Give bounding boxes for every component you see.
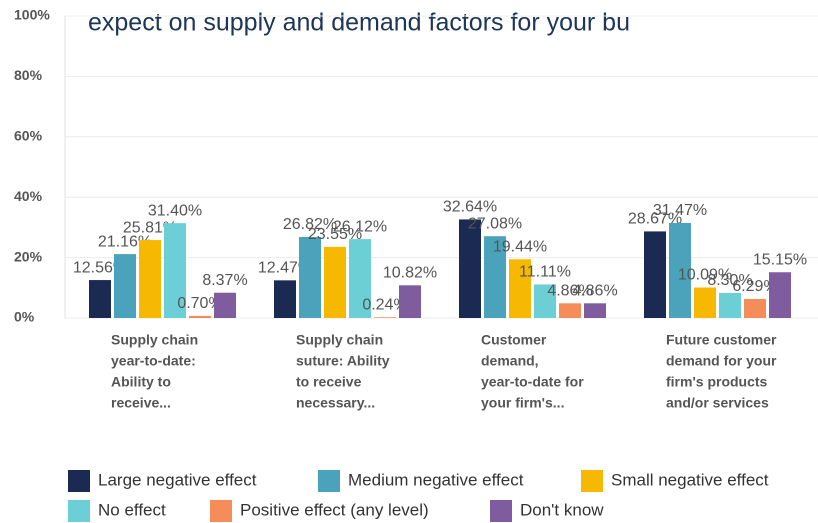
x-tick-label: year-to-date for — [481, 374, 584, 390]
bar — [644, 231, 666, 318]
x-tick-label: Ability to — [111, 374, 171, 390]
y-tick-label: 0% — [14, 309, 35, 325]
bar — [769, 272, 791, 318]
bar — [534, 284, 556, 318]
data-label: 25.81% — [123, 219, 177, 236]
bar — [114, 254, 136, 318]
x-tick-label: demand, — [481, 353, 539, 369]
data-label: 10.09% — [678, 267, 732, 284]
bar — [509, 259, 531, 318]
legend-label: Large negative effect — [98, 470, 257, 489]
y-tick-label: 60% — [14, 128, 43, 144]
bar — [324, 246, 346, 318]
data-label: 8.30% — [707, 272, 752, 289]
x-tick-label: Supply chain — [296, 332, 383, 348]
bar — [719, 292, 741, 318]
data-label: 12.56% — [73, 259, 127, 276]
x-tick-label: receive... — [111, 395, 171, 411]
data-label: 26.12% — [333, 218, 387, 235]
data-label: 26.82% — [283, 216, 337, 233]
data-label: 11.11% — [519, 264, 571, 281]
bar — [559, 303, 581, 318]
bar — [669, 222, 691, 318]
x-tick-label: your firm's... — [481, 395, 564, 411]
bar — [164, 223, 186, 318]
legend-swatch — [210, 500, 232, 522]
data-label: 19.44% — [493, 239, 547, 256]
bar — [274, 280, 296, 318]
bar — [584, 303, 606, 318]
bar — [374, 317, 396, 318]
legend-label: Don't know — [520, 500, 604, 519]
data-label: 0.24% — [362, 296, 407, 313]
legend-swatch — [490, 500, 512, 522]
data-label: 8.37% — [202, 272, 247, 289]
legend-swatch — [318, 470, 340, 492]
bar — [349, 239, 371, 318]
data-label: 15.15% — [753, 251, 807, 268]
x-tick-label: Customer — [481, 332, 547, 348]
data-label: 6.29% — [732, 278, 777, 295]
legend-label: No effect — [98, 500, 166, 519]
legend-label: Small negative effect — [611, 470, 769, 489]
legend-swatch — [68, 470, 90, 492]
x-tick-label: demand for your — [666, 353, 777, 369]
chart-title: expect on supply and demand factors for … — [88, 9, 630, 37]
bar — [459, 219, 481, 318]
data-label: 23.55% — [308, 226, 362, 243]
y-tick-label: 40% — [14, 188, 43, 204]
y-tick-label: 100% — [14, 7, 50, 23]
data-label: 12.47% — [258, 260, 312, 277]
legend-swatch — [68, 500, 90, 522]
data-label: 10.82% — [383, 265, 437, 282]
legend-label: Positive effect (any level) — [240, 500, 429, 519]
bar — [299, 237, 321, 318]
data-label: 27.08% — [468, 215, 522, 232]
data-label: 32.64% — [443, 199, 497, 216]
x-tick-label: and/or services — [666, 395, 769, 411]
data-label: 21.16% — [98, 233, 152, 250]
data-label: 28.67% — [628, 211, 682, 228]
bar — [484, 236, 506, 318]
legend-swatch — [581, 470, 603, 492]
bar — [399, 285, 421, 318]
bar — [214, 292, 236, 318]
x-tick-label: firm's products — [666, 374, 768, 390]
data-label: 31.47% — [653, 202, 707, 219]
bar — [744, 299, 766, 318]
x-tick-label: to receive — [296, 374, 362, 390]
x-tick-label: Supply chain — [111, 332, 198, 348]
x-tick-label: Future customer — [666, 332, 777, 348]
y-tick-label: 20% — [14, 248, 43, 264]
x-tick-label: necessary... — [296, 395, 375, 411]
data-label: 0.70% — [177, 295, 222, 312]
x-tick-label: suture: Ability — [296, 353, 390, 369]
data-label: 31.40% — [148, 202, 202, 219]
bar — [189, 315, 211, 318]
legend-label: Medium negative effect — [348, 470, 524, 489]
y-tick-label: 80% — [14, 67, 43, 83]
data-label: 4.86% — [572, 283, 617, 300]
x-tick-label: year-to-date: — [111, 353, 196, 369]
bar — [89, 280, 111, 318]
bar — [694, 287, 716, 318]
data-label: 4.86% — [547, 283, 592, 300]
bar — [139, 240, 161, 318]
